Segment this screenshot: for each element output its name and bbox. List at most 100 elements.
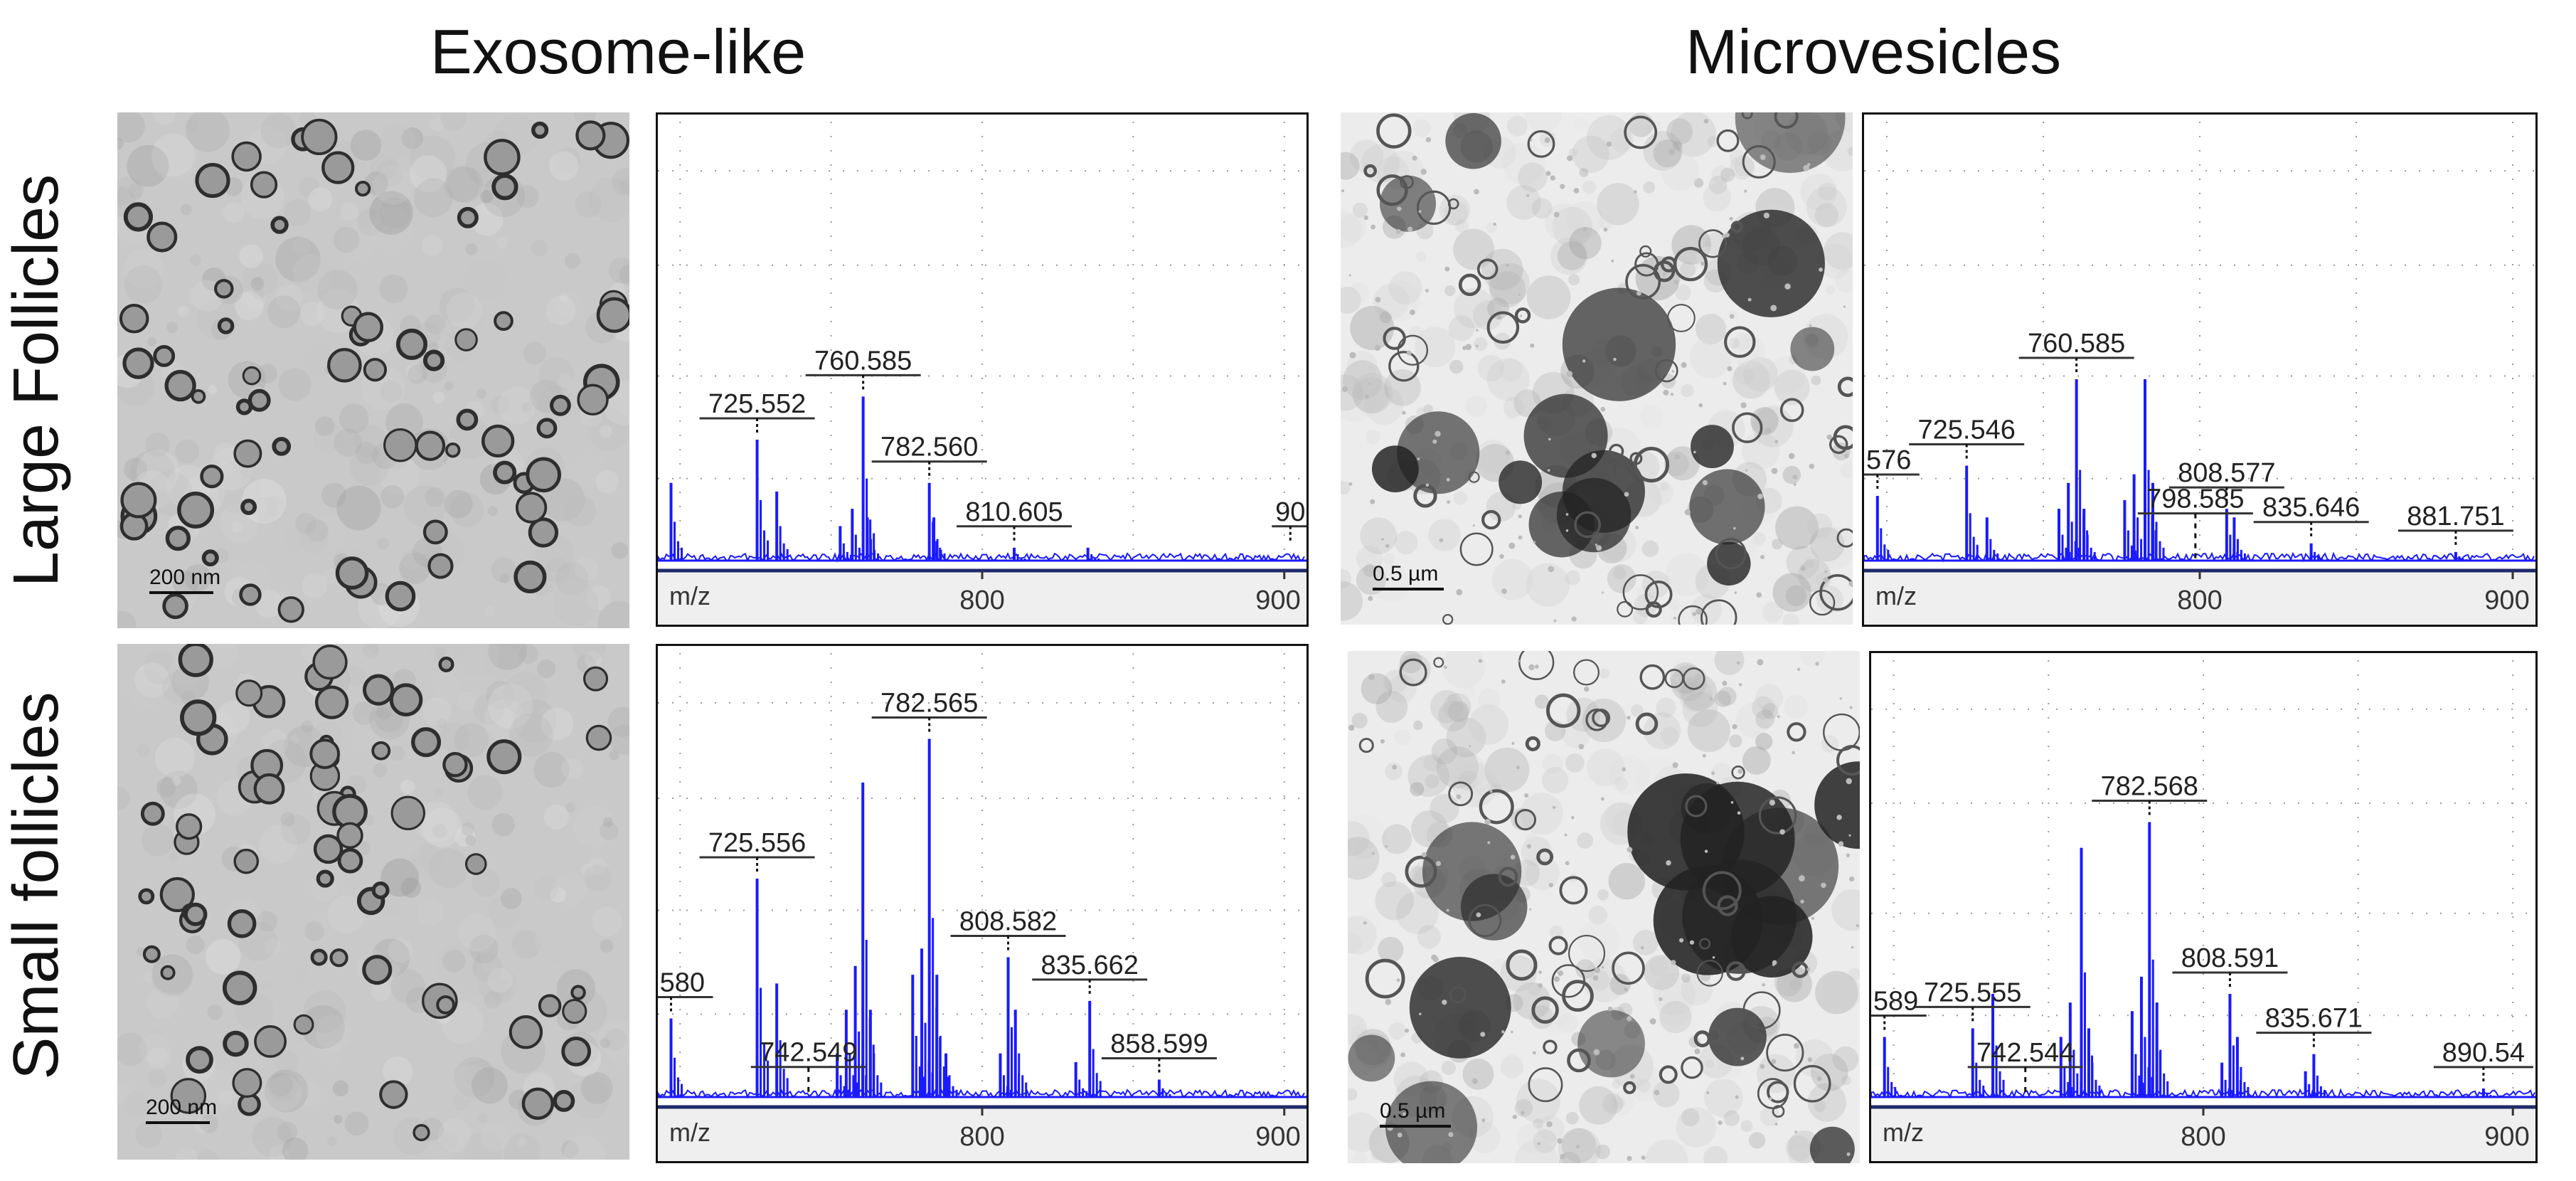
- micrograph-texture: [426, 644, 466, 667]
- micrograph-speck: [1826, 434, 1833, 440]
- vesicle: [427, 553, 454, 579]
- scale-bar-line: [1373, 588, 1444, 590]
- micrograph-speck: [1462, 346, 1467, 350]
- micrograph-texture: [1364, 386, 1404, 425]
- vesicle: [1836, 745, 1860, 776]
- micrograph-texture: [619, 264, 629, 285]
- micrograph-texture: [1431, 738, 1458, 765]
- micrograph-texture: [1526, 275, 1571, 319]
- dark-aggregate: [1689, 469, 1765, 545]
- micrograph-texture: [578, 964, 590, 975]
- vesicle: [1693, 1030, 1711, 1048]
- micrograph-texture: [1383, 553, 1395, 565]
- vesicle: [1609, 460, 1633, 484]
- micrograph-texture: [558, 373, 573, 388]
- peak-label-text: 808.582: [959, 907, 1057, 937]
- micrograph-texture: [185, 119, 198, 132]
- micrograph-speck: [1600, 797, 1604, 801]
- micrograph-texture: [1729, 734, 1742, 748]
- micrograph-texture: [550, 886, 566, 904]
- micrograph-texture: [571, 644, 607, 662]
- vesicle: [531, 121, 549, 139]
- micrograph-speck: [1698, 403, 1703, 408]
- micrograph-speck: [1565, 529, 1569, 532]
- micrograph-speck: [1641, 1155, 1646, 1160]
- micrograph-speck: [1530, 139, 1533, 142]
- micrograph-speck: [1640, 946, 1644, 950]
- micrograph-speck: [1735, 1095, 1739, 1099]
- micrograph-texture: [480, 190, 494, 203]
- peak-label-text: 782.560: [880, 433, 978, 462]
- micrograph-texture: [1436, 746, 1479, 789]
- micrograph-texture: [1484, 747, 1530, 793]
- vesicle: [1702, 871, 1742, 911]
- micrograph-speck: [1771, 1059, 1777, 1064]
- micrograph-speck: [1518, 535, 1523, 540]
- micrograph-speck: [1465, 344, 1472, 351]
- column-header-exosome: Exosome-like: [430, 16, 807, 87]
- dark-aggregate: [1499, 460, 1543, 504]
- micrograph-speck: [1823, 577, 1829, 583]
- vesicle: [178, 644, 213, 677]
- micrograph-texture: [1834, 269, 1853, 293]
- micrograph-texture: [1788, 1147, 1809, 1163]
- vesicle: [293, 1014, 314, 1035]
- micrograph-texture: [370, 153, 398, 181]
- vesicle: [1433, 657, 1444, 668]
- micrograph-texture: [1372, 565, 1410, 603]
- vesicle: [120, 482, 157, 519]
- micrograph-texture: [1514, 1098, 1533, 1118]
- peak-label: 782.568: [2092, 771, 2208, 818]
- micrograph-texture: [314, 416, 335, 436]
- micrograph-speck: [1730, 801, 1734, 804]
- vesicle: [1442, 614, 1454, 625]
- x-axis: m/z 800 900: [658, 1105, 1306, 1161]
- micrograph-texture: [275, 1049, 299, 1074]
- peak-label-text: 835.662: [1041, 950, 1139, 980]
- micrograph-texture: [516, 1137, 527, 1148]
- micrograph-speck: [1425, 289, 1429, 293]
- micrograph-texture: [135, 1121, 162, 1148]
- micrograph-texture: [561, 758, 583, 780]
- micrograph-speck: [1566, 371, 1573, 378]
- micrograph-texture: [1597, 889, 1609, 901]
- micrograph-texture: [377, 537, 390, 550]
- micrograph-texture: [1804, 558, 1814, 568]
- micrograph-speck: [1571, 616, 1577, 622]
- micrograph-texture: [1695, 313, 1727, 345]
- mass-spectrum-exosome-large: 725.552 760.585 782.560 810.605 90 m/z 800 900: [656, 112, 1309, 627]
- micrograph-texture: [332, 1080, 349, 1097]
- micrograph-speck: [1487, 841, 1491, 844]
- vesicle: [1562, 980, 1594, 1012]
- micrograph-texture: [1582, 180, 1597, 194]
- micrograph-texture: [509, 1000, 519, 1011]
- micrograph-texture: [1351, 712, 1368, 729]
- micrograph-texture: [1542, 753, 1563, 774]
- vesicle: [1574, 511, 1602, 539]
- micrograph-texture: [1814, 1100, 1826, 1113]
- vesicle: [254, 1025, 287, 1058]
- micrograph-texture: [186, 1144, 211, 1160]
- micrograph-speck: [1501, 679, 1506, 684]
- micrograph-texture: [162, 671, 196, 706]
- peak-label: 858.599: [1101, 1029, 1217, 1076]
- micrograph-texture: [548, 1075, 560, 1086]
- micrograph-texture: [486, 680, 515, 709]
- peak-label-text: 725.556: [708, 828, 806, 858]
- micrograph-speck: [1511, 1030, 1513, 1034]
- x-axis-label: m/z: [669, 581, 710, 610]
- micrograph-speck: [1593, 1049, 1600, 1056]
- micrograph-texture: [1514, 1140, 1559, 1163]
- micrograph-texture: [1352, 202, 1368, 218]
- micrograph-texture: [1353, 376, 1390, 414]
- vesicle: [1701, 599, 1737, 625]
- micrograph-texture: [301, 1005, 345, 1049]
- micrograph-texture: [1811, 1054, 1848, 1091]
- micrograph-speck: [1363, 921, 1367, 925]
- micrograph-speck: [1506, 263, 1509, 268]
- micrograph-texture: [143, 971, 155, 983]
- micrograph-texture: [1598, 215, 1613, 230]
- vesicle: [1481, 509, 1501, 530]
- micrograph-speck: [1846, 853, 1851, 857]
- vesicle: [553, 1090, 575, 1112]
